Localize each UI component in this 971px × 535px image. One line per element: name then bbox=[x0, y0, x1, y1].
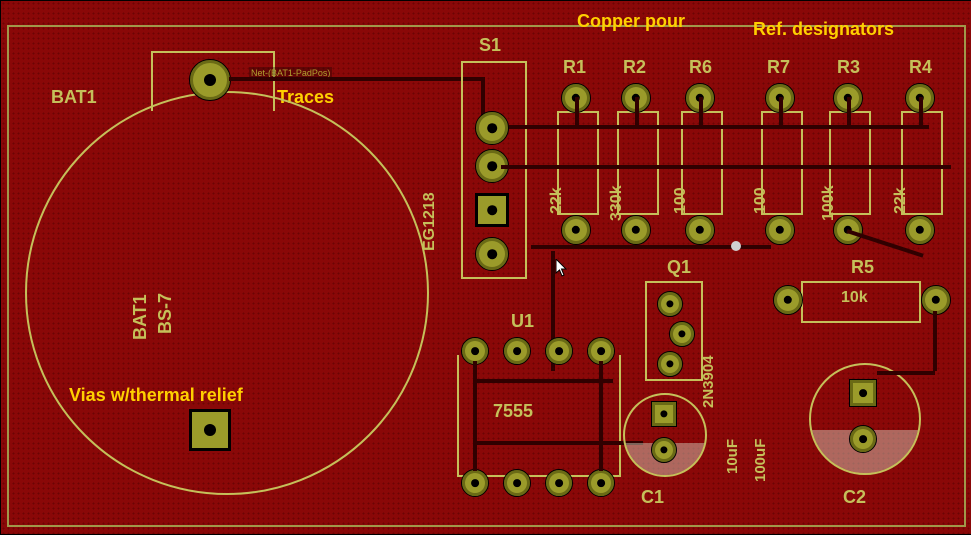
refdes-r3: R3 bbox=[837, 57, 860, 78]
pad-bat1-pos[interactable] bbox=[189, 59, 231, 101]
silk-u1 bbox=[457, 355, 621, 477]
pad-u1-6[interactable] bbox=[503, 469, 531, 497]
value-r4: 22k bbox=[892, 187, 910, 214]
trace bbox=[473, 379, 613, 383]
trace bbox=[779, 97, 783, 127]
pad-u1-8[interactable] bbox=[587, 469, 615, 497]
trace bbox=[699, 97, 703, 127]
pad-s1-3[interactable] bbox=[475, 193, 509, 227]
pcb-viewport[interactable]: Copper pour Ref. designators Traces Vias… bbox=[0, 0, 971, 535]
annotation-ref-designators: Ref. designators bbox=[753, 19, 894, 40]
trace bbox=[509, 125, 929, 129]
trace bbox=[473, 361, 477, 471]
refdes-bat1-left: BAT1 bbox=[51, 87, 97, 108]
pad-c1-2[interactable] bbox=[651, 437, 677, 463]
refdes-r5: R5 bbox=[851, 257, 874, 278]
pad-r4-2[interactable] bbox=[905, 215, 935, 245]
trace bbox=[229, 77, 485, 81]
pad-r6-2[interactable] bbox=[685, 215, 715, 245]
junction bbox=[731, 241, 741, 251]
refdes-q1: Q1 bbox=[667, 257, 691, 278]
trace bbox=[473, 441, 643, 445]
pad-r7-2[interactable] bbox=[765, 215, 795, 245]
value-s1: EG1218 bbox=[421, 192, 439, 251]
refdes-r1: R1 bbox=[563, 57, 586, 78]
pad-q1-1[interactable] bbox=[657, 291, 683, 317]
value-bat1: BAT1 bbox=[130, 294, 151, 340]
refdes-u1: U1 bbox=[511, 311, 534, 332]
refdes-r6: R6 bbox=[689, 57, 712, 78]
value-r5: 10k bbox=[841, 289, 868, 307]
pad-c2-2[interactable] bbox=[849, 425, 877, 453]
pad-q1-3[interactable] bbox=[657, 351, 683, 377]
trace bbox=[933, 311, 937, 371]
refdes-r2: R2 bbox=[623, 57, 646, 78]
value-c1: 10uF bbox=[724, 439, 741, 474]
value-bat1-sub: BS-7 bbox=[155, 293, 176, 334]
trace bbox=[847, 97, 851, 127]
pad-u1-3[interactable] bbox=[545, 337, 573, 365]
trace bbox=[919, 97, 923, 127]
refdes-c1: C1 bbox=[641, 487, 664, 508]
refdes-c2: C2 bbox=[843, 487, 866, 508]
pad-u1-2[interactable] bbox=[503, 337, 531, 365]
pad-bat1-gnd[interactable] bbox=[189, 409, 231, 451]
pad-u1-5[interactable] bbox=[461, 469, 489, 497]
pad-r2-2[interactable] bbox=[621, 215, 651, 245]
pad-r5-1[interactable] bbox=[773, 285, 803, 315]
refdes-r4: R4 bbox=[909, 57, 932, 78]
trace bbox=[575, 97, 579, 127]
value-r7: 100 bbox=[752, 187, 770, 214]
value-r6: 100 bbox=[672, 187, 690, 214]
value-r2: 330k bbox=[608, 185, 626, 221]
pad-c2-1[interactable] bbox=[849, 379, 877, 407]
value-r3: 100k bbox=[820, 185, 838, 221]
pad-u1-7[interactable] bbox=[545, 469, 573, 497]
trace bbox=[635, 97, 639, 127]
value-c2: 100uF bbox=[752, 439, 769, 482]
pad-s1-4[interactable] bbox=[475, 237, 509, 271]
pad-s1-1[interactable] bbox=[475, 111, 509, 145]
value-r1: 22k bbox=[548, 187, 566, 214]
pad-r1-2[interactable] bbox=[561, 215, 591, 245]
trace bbox=[877, 371, 935, 375]
annotation-copper-pour: Copper pour bbox=[577, 11, 685, 32]
refdes-r7: R7 bbox=[767, 57, 790, 78]
trace bbox=[599, 361, 603, 471]
pad-c1-1[interactable] bbox=[651, 401, 677, 427]
pad-q1-2[interactable] bbox=[669, 321, 695, 347]
refdes-s1: S1 bbox=[479, 35, 501, 56]
trace bbox=[501, 165, 951, 169]
